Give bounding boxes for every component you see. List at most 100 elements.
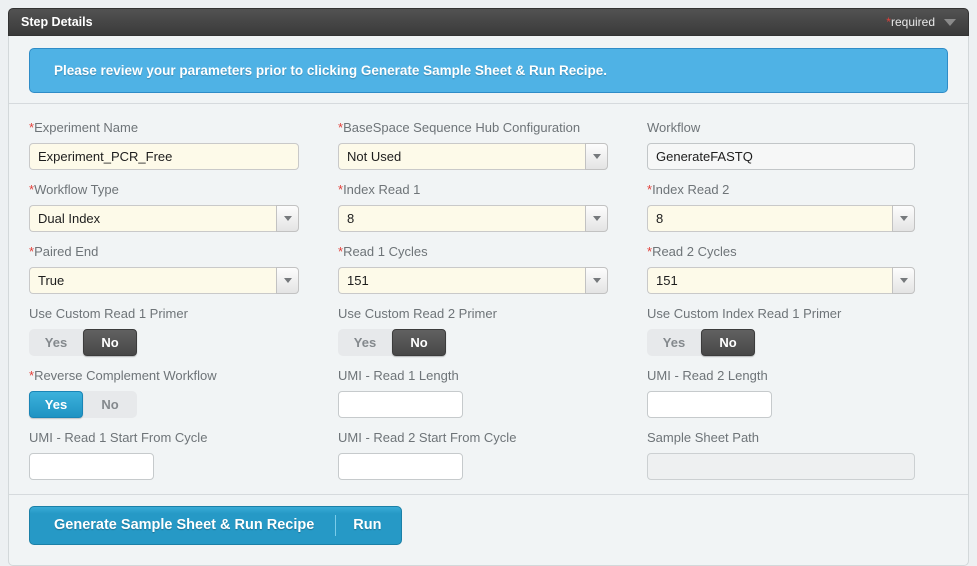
field-label: Workflow Type (34, 182, 119, 197)
read-2-cycles-dropdown-button[interactable] (892, 267, 915, 294)
field-read-1-cycles: *Read 1 Cycles 151 (338, 244, 608, 294)
chevron-down-icon (592, 154, 601, 159)
field-sample-sheet-path: Sample Sheet Path (647, 430, 915, 480)
index-read-2-value[interactable]: 8 (647, 205, 892, 232)
reverse-complement-workflow-toggle: Yes No (29, 391, 137, 418)
field-label: Use Custom Read 2 Primer (338, 306, 497, 321)
read-2-cycles-value[interactable]: 151 (647, 267, 892, 294)
workflow-type-label: *Workflow Type (29, 182, 299, 198)
section-divider (9, 103, 968, 104)
field-label: Read 1 Cycles (343, 244, 428, 259)
use-custom-read-1-primer-yes-option[interactable]: Yes (44, 335, 68, 350)
chevron-down-icon[interactable] (944, 18, 956, 26)
use-custom-read-2-primer-yes-option[interactable]: Yes (353, 335, 377, 350)
field-label: Sample Sheet Path (647, 430, 760, 445)
paired-end-label: *Paired End (29, 244, 299, 260)
index-read-2-label: *Index Read 2 (647, 182, 915, 198)
index-read-2-select[interactable]: 8 (647, 205, 915, 232)
workflow-type-select[interactable]: Dual Index (29, 205, 299, 232)
field-umi-read-2-start-from-cycle: UMI - Read 2 Start From Cycle (338, 430, 608, 480)
field-use-custom-read-2-primer: Use Custom Read 2 Primer Yes No (338, 306, 608, 356)
umi-read-1-start-from-cycle-label: UMI - Read 1 Start From Cycle (29, 430, 299, 446)
index-read-2-dropdown-button[interactable] (892, 205, 915, 232)
field-label: BaseSpace Sequence Hub Configuration (343, 120, 581, 135)
basespace-config-select[interactable]: Not Used (338, 143, 608, 170)
sample-sheet-path-label: Sample Sheet Path (647, 430, 915, 446)
run-button[interactable]: Run (353, 517, 382, 533)
use-custom-read-2-primer-label: Use Custom Read 2 Primer (338, 306, 608, 322)
header-right: *required (886, 15, 956, 29)
generate-sample-sheet-button[interactable]: Generate Sample Sheet & Run Recipe (54, 517, 315, 533)
umi-read-2-length-label: UMI - Read 2 Length (647, 368, 915, 384)
read-1-cycles-select[interactable]: 151 (338, 267, 608, 294)
field-label: Workflow (647, 120, 701, 135)
experiment-name-input[interactable] (29, 143, 299, 170)
read-1-cycles-label: *Read 1 Cycles (338, 244, 608, 260)
field-use-custom-read-1-primer: Use Custom Read 1 Primer Yes No (29, 306, 299, 356)
read-2-cycles-label: *Read 2 Cycles (647, 244, 915, 260)
button-divider (335, 515, 337, 536)
reverse-complement-workflow-label: *Reverse Complement Workflow (29, 368, 299, 384)
field-label: UMI - Read 1 Start From Cycle (29, 430, 208, 445)
read-2-cycles-select[interactable]: 151 (647, 267, 915, 294)
workflow-type-dropdown-button[interactable] (276, 205, 299, 232)
required-note: *required (886, 15, 935, 29)
field-label: Index Read 2 (652, 182, 730, 197)
required-asterisk: * (338, 120, 344, 135)
field-label: Use Custom Index Read 1 Primer (647, 306, 842, 321)
required-note-label: required (890, 15, 935, 29)
umi-read-1-length-label: UMI - Read 1 Length (338, 368, 608, 384)
info-banner: Please review your parameters prior to c… (29, 48, 948, 93)
use-custom-index-read-1-primer-toggle: Yes No (647, 329, 755, 356)
field-label: Index Read 1 (343, 182, 421, 197)
field-index-read-1: *Index Read 1 8 (338, 182, 608, 232)
field-label: Experiment Name (34, 120, 139, 135)
basespace-config-value[interactable]: Not Used (338, 143, 585, 170)
paired-end-select[interactable]: True (29, 267, 299, 294)
use-custom-read-2-primer-no-option[interactable]: No (392, 329, 446, 356)
chevron-down-icon (283, 216, 292, 221)
chevron-down-icon (592, 278, 601, 283)
chevron-down-icon (899, 278, 908, 283)
umi-read-1-length-input[interactable] (338, 391, 463, 418)
index-read-1-value[interactable]: 8 (338, 205, 585, 232)
use-custom-read-2-primer-toggle: Yes No (338, 329, 446, 356)
umi-read-2-start-from-cycle-input[interactable] (338, 453, 463, 480)
use-custom-read-1-primer-no-option[interactable]: No (83, 329, 137, 356)
umi-read-2-start-from-cycle-label: UMI - Read 2 Start From Cycle (338, 430, 608, 446)
basespace-config-dropdown-button[interactable] (585, 143, 608, 170)
use-custom-index-read-1-primer-yes-option[interactable]: Yes (662, 335, 686, 350)
required-asterisk: * (886, 15, 891, 29)
read-1-cycles-value[interactable]: 151 (338, 267, 585, 294)
field-umi-read-1-length: UMI - Read 1 Length (338, 368, 608, 418)
generate-run-button: Generate Sample Sheet & Run Recipe Run (29, 506, 403, 545)
required-asterisk: * (29, 244, 35, 259)
paired-end-value[interactable]: True (29, 267, 276, 294)
paired-end-dropdown-button[interactable] (276, 267, 299, 294)
workflow-type-value[interactable]: Dual Index (29, 205, 276, 232)
reverse-complement-workflow-no-option[interactable]: No (101, 397, 119, 412)
use-custom-index-read-1-primer-label: Use Custom Index Read 1 Primer (647, 306, 915, 322)
required-asterisk: * (647, 244, 653, 259)
reverse-complement-workflow-yes-option[interactable]: Yes (29, 391, 83, 418)
step-details-panel: Please review your parameters prior to c… (8, 36, 969, 566)
umi-read-2-length-input[interactable] (647, 391, 772, 418)
field-basespace-config: *BaseSpace Sequence Hub Configuration No… (338, 120, 608, 170)
read-1-cycles-dropdown-button[interactable] (585, 267, 608, 294)
required-asterisk: * (29, 120, 35, 135)
index-read-1-select[interactable]: 8 (338, 205, 608, 232)
field-workflow: Workflow (647, 120, 915, 170)
field-label: Read 2 Cycles (652, 244, 737, 259)
experiment-name-label: *Experiment Name (29, 120, 299, 136)
use-custom-index-read-1-primer-no-option[interactable]: No (701, 329, 755, 356)
umi-read-1-start-from-cycle-input[interactable] (29, 453, 154, 480)
field-label: Use Custom Read 1 Primer (29, 306, 188, 321)
use-custom-read-1-primer-label: Use Custom Read 1 Primer (29, 306, 299, 322)
field-workflow-type: *Workflow Type Dual Index (29, 182, 299, 232)
field-paired-end: *Paired End True (29, 244, 299, 294)
required-asterisk: * (647, 182, 653, 197)
required-asterisk: * (338, 182, 344, 197)
required-asterisk: * (29, 182, 35, 197)
index-read-1-dropdown-button[interactable] (585, 205, 608, 232)
field-umi-read-1-start-from-cycle: UMI - Read 1 Start From Cycle (29, 430, 299, 480)
